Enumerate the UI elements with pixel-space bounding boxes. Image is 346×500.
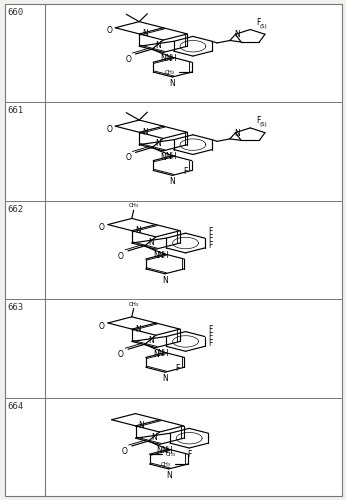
Text: N: N [234,128,240,138]
Text: (S): (S) [260,122,267,127]
Text: N: N [152,433,157,442]
Text: 662: 662 [7,205,23,214]
Text: 660: 660 [7,8,23,17]
Text: O: O [121,447,127,456]
Text: N: N [148,238,154,246]
Text: NH: NH [165,54,176,63]
Text: F: F [208,332,213,341]
Text: NH: NH [165,152,176,162]
Text: F: F [187,450,191,460]
Text: O: O [99,322,105,330]
Text: N: N [135,324,140,334]
Text: N: N [162,374,168,383]
Text: CH₃: CH₃ [161,462,171,466]
Text: N: N [162,276,168,284]
Text: CH₃: CH₃ [166,452,176,456]
Text: F: F [256,18,260,26]
Text: 663: 663 [7,303,23,312]
Text: N: N [170,178,175,186]
Text: N: N [170,79,175,88]
Text: N: N [234,30,240,39]
Text: O: O [125,153,131,162]
Text: F: F [208,234,213,242]
Text: 661: 661 [7,106,23,116]
Text: F: F [208,240,213,250]
Text: N: N [142,30,148,38]
Text: 664: 664 [7,402,23,410]
Text: N: N [138,422,144,430]
Text: F: F [183,167,187,176]
Text: F: F [175,364,180,372]
Text: N: N [153,251,159,260]
Text: N: N [166,471,172,480]
Text: NH: NH [161,446,173,455]
Text: CH₃: CH₃ [129,302,139,306]
Text: F: F [208,339,213,348]
Text: N: N [148,336,154,345]
Text: O: O [107,26,112,36]
Text: N: N [161,54,166,64]
Text: N: N [157,446,163,456]
Text: O: O [99,223,105,232]
Text: N: N [153,350,159,358]
Text: N: N [142,128,148,137]
Text: O: O [118,252,124,260]
Text: CH₃: CH₃ [165,70,175,74]
Text: N: N [155,140,161,148]
Text: N: N [155,41,161,50]
Text: N: N [135,226,140,235]
Text: F: F [208,226,213,235]
Text: O: O [118,350,124,359]
Text: F: F [256,116,260,125]
Text: O: O [107,125,112,134]
Text: N: N [161,152,166,162]
Text: (S): (S) [260,24,267,28]
Text: CH₃: CH₃ [129,204,139,208]
Text: NH: NH [158,251,169,260]
Text: NH: NH [158,349,169,358]
Text: F: F [208,325,213,334]
Text: O: O [125,55,131,64]
